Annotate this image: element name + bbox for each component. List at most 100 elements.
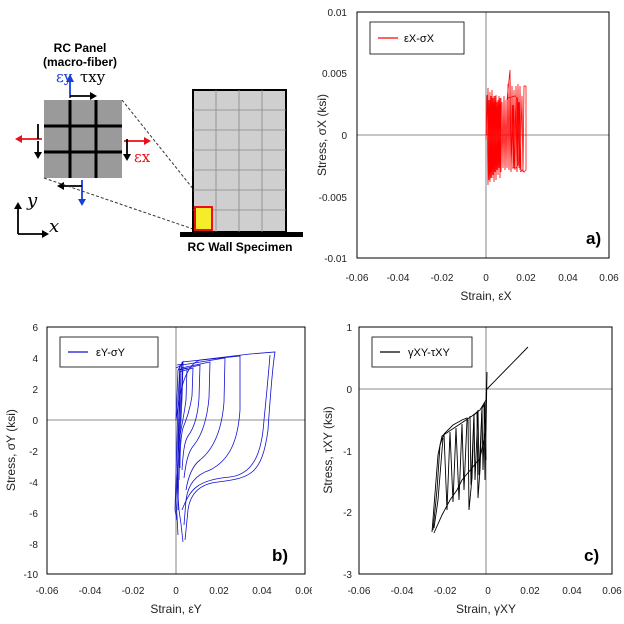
chart-c-legend: γXY-τXY (371, 336, 473, 368)
chart-a-panel-label: a) (586, 229, 601, 248)
series-path (507, 95, 519, 169)
specimen-diagram: RC Panel (macro-fiber) εy τxy εx (14, 41, 303, 254)
series-path (432, 403, 487, 531)
epsilon-y-label: εy (56, 68, 73, 86)
chart-a-ylabel: Stress, σX (ksi) (315, 94, 329, 176)
highlighted-panel (194, 206, 213, 231)
rc-wall (180, 89, 303, 237)
series-path (485, 94, 502, 186)
series-path (506, 69, 527, 173)
x-tick-label: -0.06 (36, 586, 59, 597)
y-tick-label: 2 (32, 385, 38, 396)
chart-a-xticks: -0.06 -0.04 -0.02 0 0.02 0.04 0.06 (346, 273, 620, 284)
x-tick-label: 0.02 (516, 273, 536, 284)
legend-label: εX-σX (404, 33, 435, 45)
chart-c-yticks: 1 0 -1 -2 -3 (343, 323, 352, 581)
y-tick-label: 0.01 (328, 8, 348, 19)
y-tick-label: -1 (343, 447, 352, 458)
series-path (176, 363, 184, 506)
chart-a-yticks: 0.01 0.005 0 -0.005 -0.01 (319, 8, 348, 265)
right-arrows (123, 137, 151, 161)
x-tick-label: -0.06 (348, 586, 371, 597)
top-arrows (66, 74, 97, 100)
chart-a-legend: εX-σX (369, 21, 465, 55)
y-tick-label: -3 (343, 570, 352, 581)
series-gxy-txy (431, 346, 529, 534)
x-tick-label: 0.06 (599, 273, 619, 284)
x-tick-label: 0 (485, 586, 491, 597)
zoom-line-bottom (43, 177, 197, 231)
series-path (180, 361, 211, 479)
chart-b-xticks: -0.06 -0.04 -0.02 0 0.02 0.04 0.06 (36, 586, 312, 597)
x-tick-label: -0.04 (387, 273, 410, 284)
y-tick-label: -2 (343, 508, 352, 519)
x-tick-label: -0.02 (122, 586, 145, 597)
chart-b-frame (46, 326, 306, 575)
series-path (176, 361, 184, 543)
y-tick-label: 6 (32, 323, 38, 334)
y-tick-label: -6 (29, 509, 38, 520)
wall-label: RC Wall Specimen (188, 240, 293, 254)
series-path (433, 437, 444, 529)
axis-x-label: x (49, 216, 59, 237)
x-tick-label: 0.02 (520, 586, 540, 597)
x-tick-label: -0.06 (346, 273, 369, 284)
x-tick-label: 0.04 (558, 273, 578, 284)
chart-a-xlabel: Strain, εX (460, 289, 511, 303)
bottom-arrows (57, 180, 86, 206)
x-tick-label: -0.02 (434, 586, 457, 597)
chart-b-ylabel: Stress, σY (ksi) (4, 409, 18, 491)
y-tick-label: 0 (346, 385, 352, 396)
epsilon-x-label: εx (134, 148, 151, 166)
x-tick-label: 0.04 (252, 586, 272, 597)
x-tick-label: 0.06 (295, 586, 312, 597)
chart-c-frame (358, 326, 613, 575)
chart-b-panel-label: b) (272, 546, 288, 565)
series-path (485, 346, 529, 391)
chart-c-xlabel: Strain, γXY (456, 602, 516, 616)
y-tick-label: -2 (29, 447, 38, 458)
chart-c-xticks: -0.06 -0.04 -0.02 0 0.02 0.04 0.06 (348, 586, 623, 597)
y-tick-label: -0.005 (319, 193, 348, 204)
y-tick-label: -8 (29, 540, 38, 551)
rc-panel (44, 100, 122, 178)
series-path (174, 364, 181, 521)
series-ex-sx (485, 69, 527, 186)
series-path (181, 354, 271, 511)
x-tick-label: -0.04 (391, 586, 414, 597)
y-tick-label: -10 (24, 570, 39, 581)
series-path (181, 357, 226, 491)
chart-c-panel-label: c) (584, 546, 599, 565)
x-tick-label: 0 (483, 273, 489, 284)
series-path (181, 355, 241, 526)
chart-c-ylabel: Stress, τXY (ksi) (321, 406, 335, 493)
series-path (469, 401, 487, 486)
y-tick-label: 0.005 (322, 69, 347, 80)
y-tick-label: 1 (346, 323, 352, 334)
y-tick-label: 4 (32, 354, 38, 365)
tau-xy-label: τxy (80, 68, 106, 86)
y-tick-label: 0 (32, 416, 38, 427)
series-path (443, 419, 468, 511)
axis-y-label: y (26, 190, 38, 211)
series-path (178, 367, 194, 469)
panel-title-line2: (macro-fiber) (43, 55, 117, 69)
x-tick-label: 0.06 (602, 586, 622, 597)
y-tick-label: 0 (341, 131, 347, 142)
legend-label: εY-σY (96, 347, 126, 359)
chart-b-yticks: 6 4 2 0 -2 -4 -6 -8 -10 (24, 323, 39, 581)
coordinate-axes (14, 202, 49, 238)
x-tick-label: 0 (173, 586, 179, 597)
left-arrows (15, 124, 42, 159)
x-tick-label: -0.02 (431, 273, 454, 284)
chart-b-xlabel: Strain, εY (150, 602, 201, 616)
chart-a: 0.01 0.005 0 -0.005 -0.01 -0.06 -0.04 -0… (315, 8, 620, 303)
x-tick-label: 0.04 (562, 586, 582, 597)
series-path (179, 364, 201, 471)
chart-b: 6 4 2 0 -2 -4 -6 -8 -10 -0.06 -0.04 -0.0… (4, 323, 312, 616)
x-tick-label: 0.02 (209, 586, 229, 597)
series-ey-sy (174, 351, 276, 543)
y-tick-label: -4 (29, 478, 38, 489)
x-tick-label: -0.04 (79, 586, 102, 597)
chart-b-legend: εY-σY (59, 336, 159, 368)
